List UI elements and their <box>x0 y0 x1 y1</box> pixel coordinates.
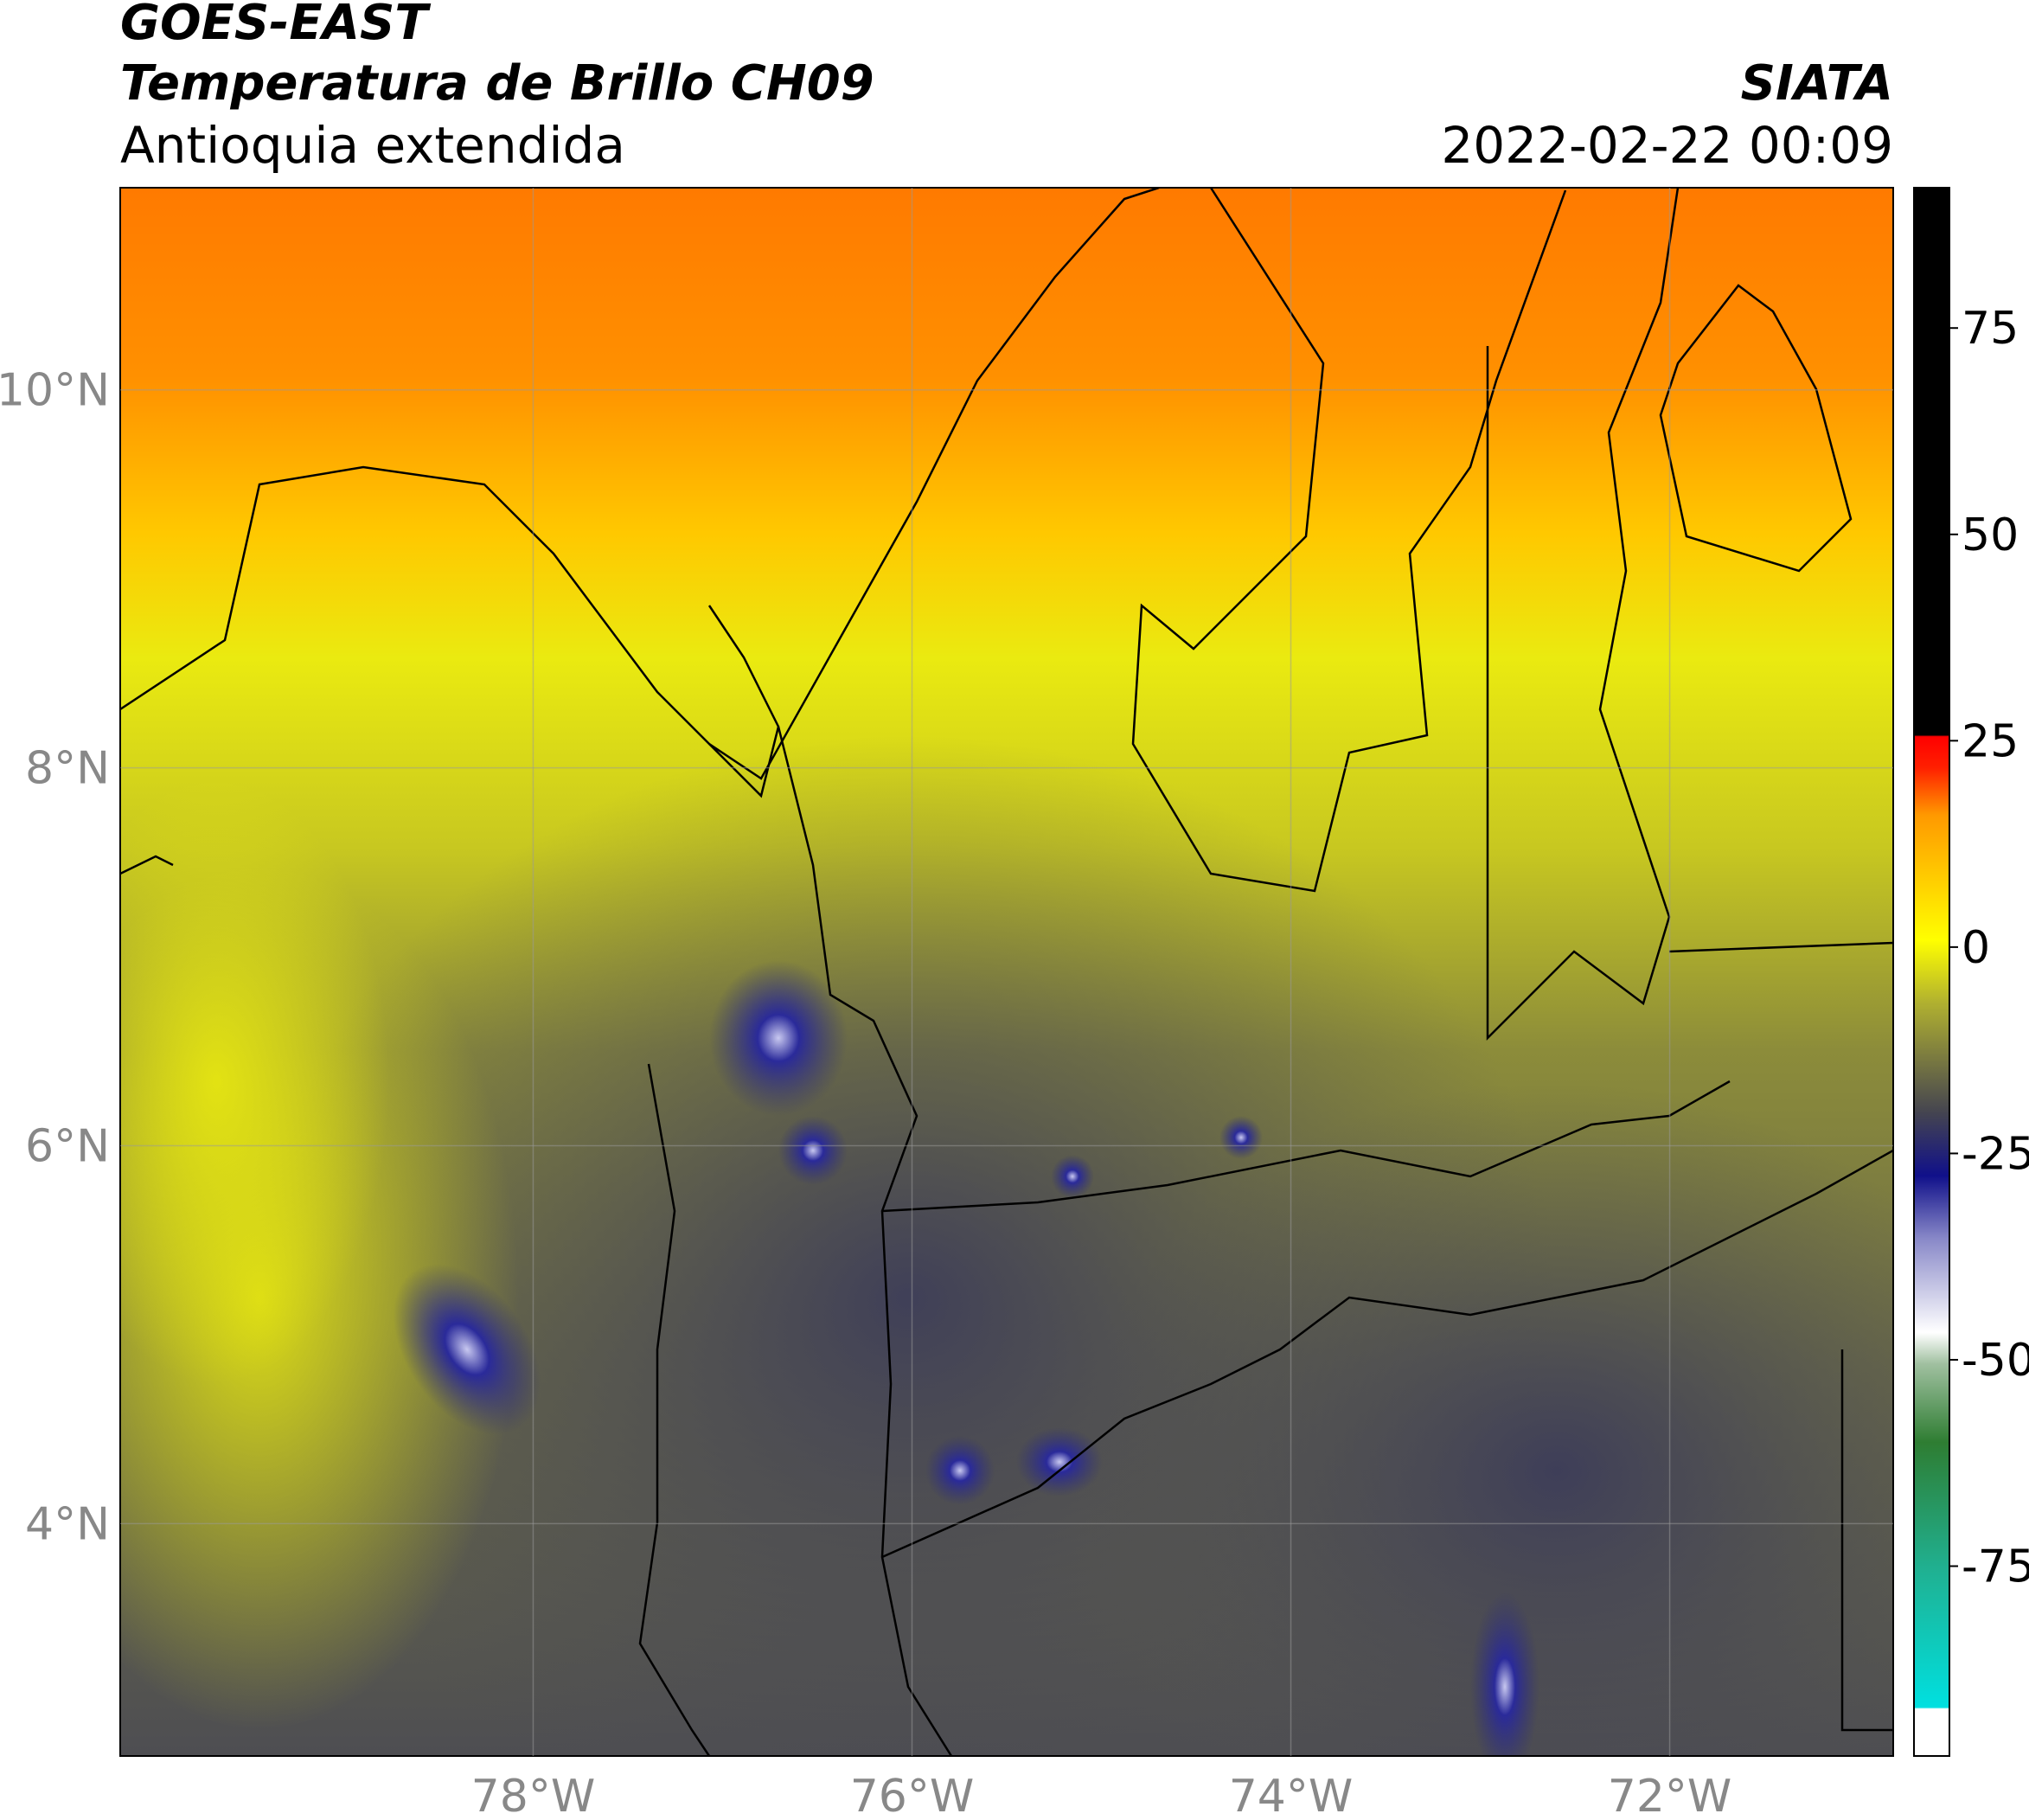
map-image <box>120 188 1893 1756</box>
map-frame <box>119 187 1894 1757</box>
title: GOES-EAST <box>120 0 431 51</box>
region: Antioquia extendida <box>120 116 625 175</box>
colorbar-tick-label: -75 <box>1962 1541 2029 1593</box>
colorbar <box>1913 187 1950 1757</box>
colorbar-tick-label: 0 <box>1962 922 1990 974</box>
colorbar-tick-label: 50 <box>1962 509 2019 561</box>
y-tick-label: 8°N <box>25 743 110 795</box>
colorbar-tick-label: 25 <box>1962 715 2019 767</box>
x-tick-label: 78°W <box>471 1771 596 1817</box>
colorbar-tick-label: -50 <box>1962 1335 2029 1387</box>
colorbar-tick-label: 75 <box>1962 303 2019 355</box>
y-tick-label: 4°N <box>25 1498 110 1550</box>
source: SIATA <box>1741 55 1893 112</box>
y-tick-label: 6°N <box>25 1120 110 1172</box>
subtitle: Temperatura de Brillo CH09 <box>120 55 874 112</box>
x-tick-label: 72°W <box>1608 1771 1732 1817</box>
colorbar-tick-label: -25 <box>1962 1128 2029 1180</box>
timestamp: 2022-02-22 00:09 <box>1441 116 1893 175</box>
x-tick-label: 74°W <box>1229 1771 1354 1817</box>
x-tick-label: 76°W <box>850 1771 975 1817</box>
y-tick-label: 10°N <box>0 365 110 417</box>
